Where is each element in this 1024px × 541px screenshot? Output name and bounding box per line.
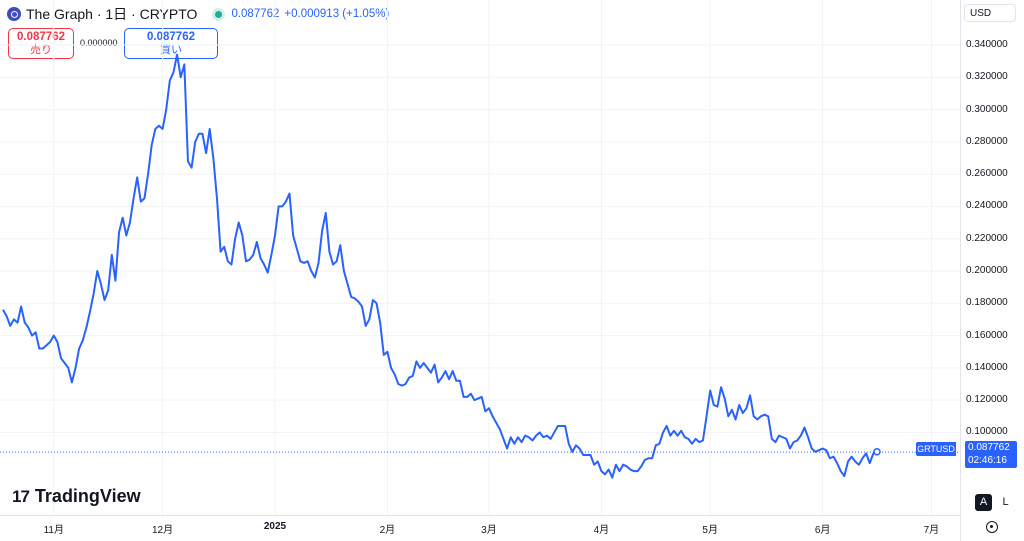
x-tick-label: 5月 [702, 525, 718, 536]
tradingview-brand[interactable]: 17 TradingView [12, 486, 141, 507]
y-tick-label: 0.240000 [966, 200, 1008, 212]
y-tick-label: 0.340000 [966, 39, 1008, 50]
time-axis-border [0, 515, 960, 516]
auto-scale-button[interactable]: A [975, 494, 992, 511]
y-tick-label: 0.160000 [966, 329, 1008, 341]
buy-button[interactable]: 0.087762 買い [124, 28, 218, 59]
last-price-tag-value: 0.087762 [968, 442, 1010, 453]
sell-price: 0.087762 [17, 31, 65, 43]
y-tick-label: 0.260000 [966, 168, 1008, 180]
the-graph-logo-icon [7, 7, 21, 21]
x-tick-label: 6月 [814, 525, 831, 536]
currency-select[interactable]: USD [964, 4, 1016, 22]
x-tick-label: 7月 [923, 525, 940, 536]
last-price-tag: 0.087762 02:46:16 [965, 441, 1017, 468]
x-tick-label: 11月 [43, 525, 64, 536]
symbol-tag: GRTUSD [916, 442, 956, 456]
y-tick-label: 0.280000 [966, 135, 1008, 147]
last-price: 0.087762 [231, 8, 280, 20]
y-tick-label: 0.100000 [966, 426, 1008, 438]
chart-header: The Graph · 1日 · CRYPTO 0.087762 +0.0009… [0, 0, 394, 28]
x-tick-label: 2025 [263, 521, 287, 532]
buy-price: 0.087762 [147, 31, 195, 43]
brand-name: TradingView [34, 486, 141, 506]
bar-countdown: 02:46:16 [968, 455, 1007, 466]
x-tick-label: 3月 [481, 525, 497, 536]
x-tick-label: 4月 [593, 525, 610, 536]
price-change: +0.000913 (+1.05%) [284, 8, 390, 20]
buy-label: 買い [160, 44, 182, 56]
tradingview-logo-icon: 17 [12, 486, 30, 506]
settings-gear-icon[interactable] [986, 521, 998, 533]
y-tick-label: 0.120000 [966, 394, 1008, 406]
live-status-icon [215, 10, 223, 18]
sell-button[interactable]: 0.087762 売り [8, 28, 74, 59]
price-axis-border [960, 0, 961, 541]
price-line-series [2, 53, 878, 479]
y-tick-label: 0.140000 [966, 361, 1008, 373]
y-tick-label: 0.320000 [966, 71, 1008, 83]
log-scale-button[interactable]: L [1002, 496, 1009, 508]
y-tick-label: 0.200000 [966, 265, 1008, 276]
sell-label: 売り [30, 44, 52, 56]
x-tick-label: 2月 [379, 525, 396, 536]
y-tick-label: 0.220000 [966, 232, 1008, 244]
symbol-title[interactable]: The Graph · 1日 · CRYPTO [26, 6, 198, 22]
spread-value: 0.000000 [80, 38, 118, 48]
last-point-marker [873, 448, 881, 456]
y-tick-label: 0.300000 [966, 103, 1008, 115]
y-tick-label: 0.180000 [966, 297, 1008, 309]
x-tick-label: 12月 [152, 525, 174, 536]
